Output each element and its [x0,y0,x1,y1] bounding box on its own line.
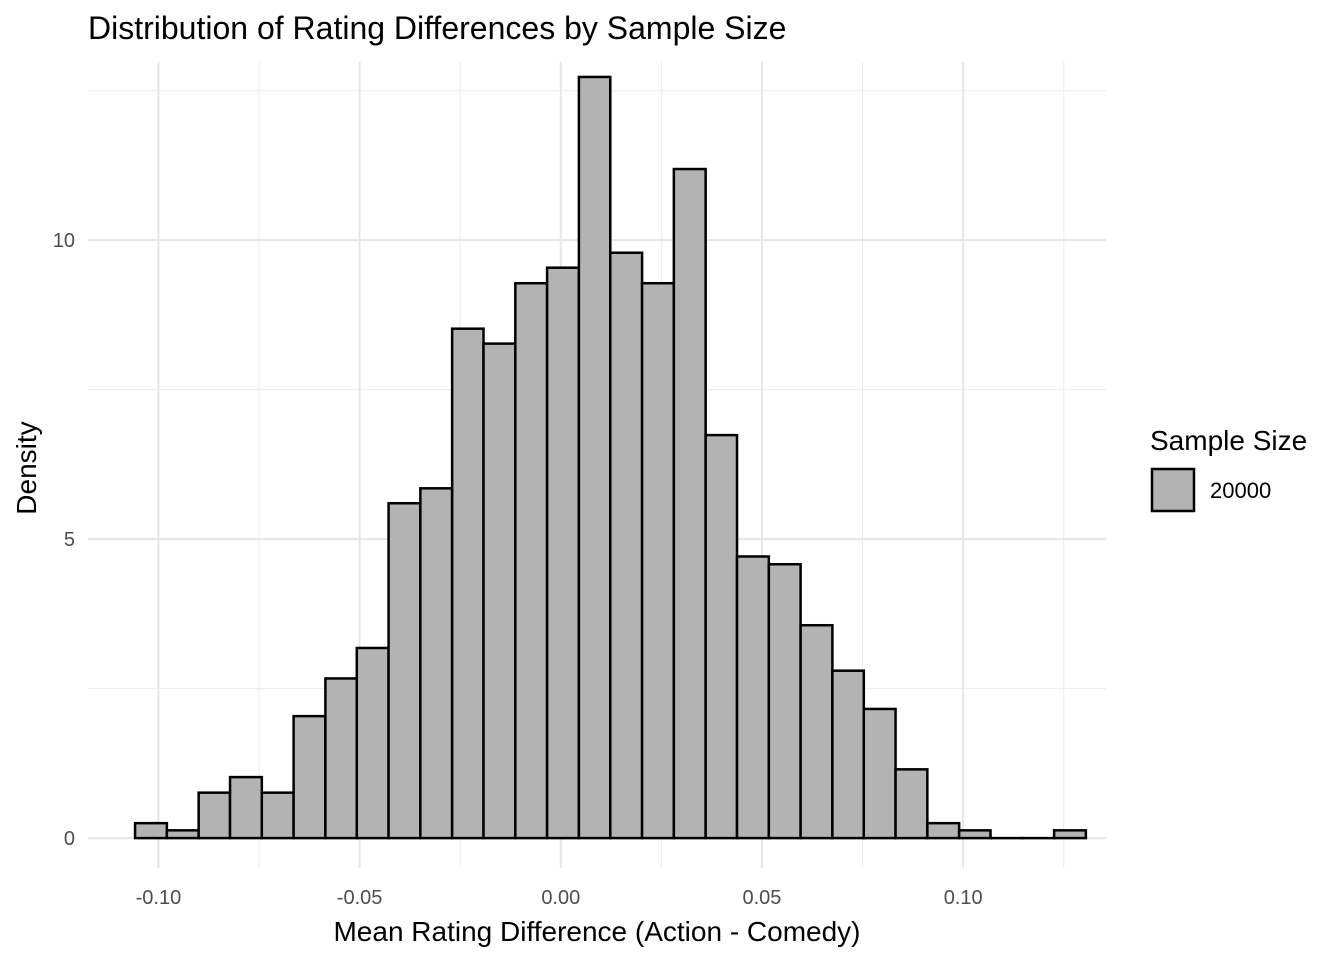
histogram-bar [704,433,739,840]
histogram-bar [609,251,644,840]
histogram-bar [450,327,485,840]
histogram-bar [324,677,359,840]
x-tick-label: 0.10 [944,887,983,909]
histogram-bar [862,707,897,840]
histogram-bar [133,821,169,840]
legend-key-swatch [1150,467,1196,513]
x-tick-label: -0.10 [136,887,182,909]
x-tick-label: -0.05 [337,887,383,909]
x-tick-label: 0.05 [743,887,782,909]
histogram-bar [514,281,549,840]
histogram-bar [355,646,390,840]
histogram-bar [640,281,676,840]
y-tick-label: 5 [64,529,75,551]
legend-label: 20000 [1210,478,1271,503]
chart-title: Distribution of Rating Differences by Sa… [88,10,786,46]
legend-title: Sample Size [1150,425,1307,456]
histogram-bars [133,75,1088,840]
histogram-bar [419,487,454,840]
histogram-bar [545,266,581,840]
histogram-bar [197,791,232,840]
y-tick-label: 10 [53,230,75,252]
histogram-bar [767,563,802,840]
y-axis-title: Density [11,421,42,514]
histogram-bar [957,829,992,840]
x-tick-label: 0.00 [541,887,580,909]
histogram-bar [672,167,707,840]
histogram-bar [482,342,517,840]
histogram-bar [577,75,612,840]
histogram-bar [799,623,834,840]
y-axis-ticks: 0 5 10 [53,230,75,850]
histogram-bar [292,714,327,840]
histogram-bar [228,775,264,840]
histogram-bar [1052,829,1088,840]
x-axis-title: Mean Rating Difference (Action - Comedy) [333,916,860,947]
legend: Sample Size 20000 [1150,425,1307,513]
y-tick-label: 0 [64,828,75,850]
histogram-bar [894,768,929,840]
histogram-bar [735,555,771,840]
histogram-bar [926,821,961,840]
histogram-bar [165,829,200,840]
histogram-bar [260,791,295,840]
x-axis-ticks: -0.10 -0.05 0.00 0.05 0.10 [136,887,983,909]
histogram-bar [387,502,422,840]
histogram-bar [831,669,866,840]
